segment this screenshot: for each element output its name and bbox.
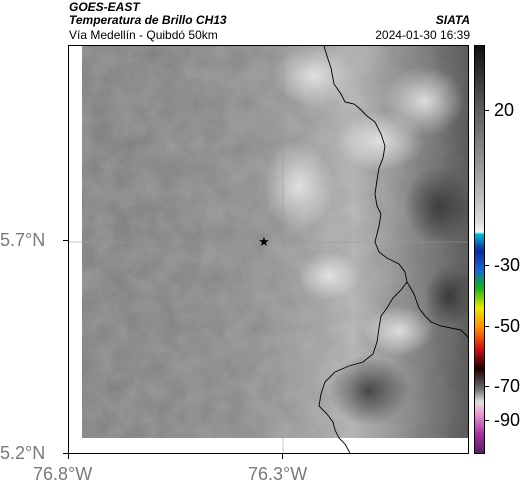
map-canvas: ★ [69, 46, 468, 453]
colorbar-tick [484, 386, 489, 387]
colorbar-label: 20 [494, 100, 515, 120]
colorbar-label: -70 [494, 376, 521, 396]
timestamp-label: 2024-01-30 16:39 [375, 28, 470, 42]
lat-label: 5.2°N [0, 443, 46, 463]
satellite-title: GOES-EAST [69, 0, 140, 14]
product-title: Temperatura de Brillo CH13 [69, 13, 227, 27]
satellite-map: ★ [68, 45, 469, 454]
location-marker: ★ [258, 235, 270, 250]
lon-tick [68, 454, 69, 459]
temperature-colorbar [474, 45, 485, 454]
colorbar-label: -90 [494, 410, 521, 430]
colorbar-tick [484, 326, 489, 327]
border-line [406, 281, 468, 339]
colorbar-tick [484, 110, 489, 111]
colorbar-tick [484, 420, 489, 421]
lat-tick [63, 453, 68, 454]
region-subtitle: Vía Medellín - Quibdó 50km [69, 28, 218, 42]
colorbar-tick [484, 265, 489, 266]
lat-tick [63, 240, 68, 241]
colorbar-label: -50 [494, 316, 521, 336]
colorbar-label: -30 [494, 255, 521, 275]
coastline [318, 46, 408, 453]
lon-label: 76.3°W [248, 464, 308, 484]
agency-label: SIATA [435, 13, 470, 27]
lon-tick [282, 454, 283, 459]
lon-label: 76.8°W [33, 464, 93, 484]
lat-label: 5.7°N [0, 230, 46, 250]
